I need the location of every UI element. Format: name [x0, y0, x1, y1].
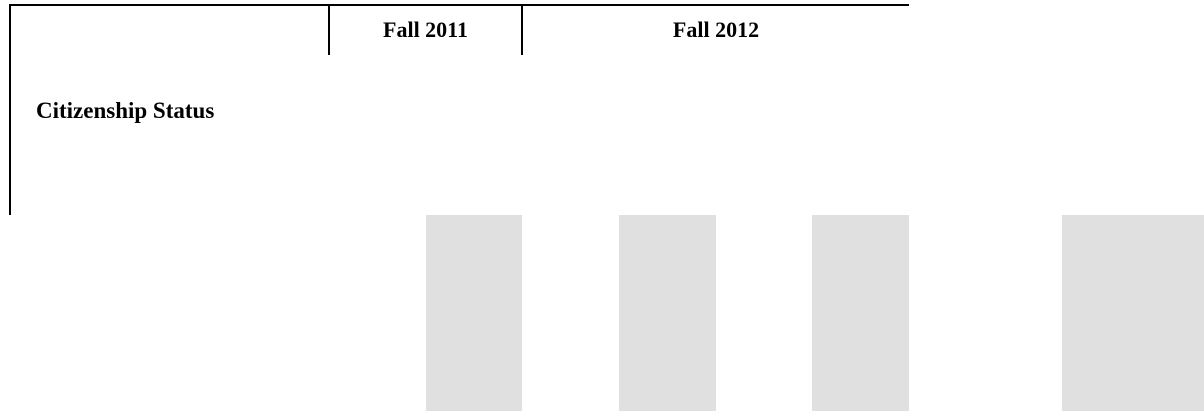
column-divider-fall-2012 — [521, 4, 523, 55]
column-divider-fall-2011 — [328, 4, 330, 55]
column-header-fall-2011: Fall 2011 — [383, 17, 468, 42]
shaded-column-4 — [1062, 215, 1204, 411]
row-label-citizenship-status: Citizenship Status — [36, 98, 215, 123]
shaded-column-3 — [812, 215, 909, 411]
table-left-rule — [9, 4, 11, 215]
column-header-fall-2012: Fall 2012 — [672, 17, 760, 42]
table-top-rule — [10, 4, 909, 6]
shaded-column-2 — [619, 215, 716, 411]
shaded-column-1 — [426, 215, 522, 411]
